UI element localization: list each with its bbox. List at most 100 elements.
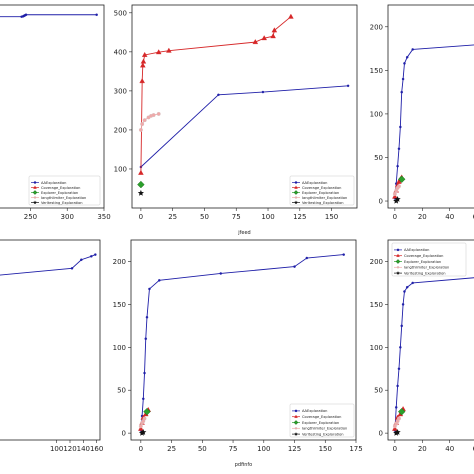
data-point <box>305 256 309 260</box>
y-tick-label: 200 <box>370 258 383 266</box>
data-point <box>392 425 398 431</box>
x-tick-label: 100 <box>261 213 274 221</box>
legend-entry: Coverage_Exploration <box>41 186 80 190</box>
x-tick-label: 60 <box>473 445 474 453</box>
series-Verltesting_Exploration <box>393 429 401 436</box>
legend-marker <box>294 414 298 418</box>
y-tick-label: 200 <box>113 258 126 266</box>
data-point <box>270 33 276 39</box>
legend-marker <box>396 271 400 275</box>
x-axis-label: jfeed <box>237 230 250 236</box>
data-point <box>94 253 97 256</box>
x-tick-label: 175 <box>349 445 362 453</box>
x-tick-label: 20 <box>418 445 427 453</box>
legend-marker <box>294 196 298 199</box>
series-Explorer_Exploration <box>398 175 406 183</box>
legend-entry: Iangthlimiter_Exploration <box>302 427 347 431</box>
x-tick-label: 350 <box>97 213 110 221</box>
data-point <box>396 384 399 388</box>
data-point <box>342 253 345 256</box>
x-tick-label: 50 <box>198 445 207 453</box>
x-tick-label: 0 <box>139 445 143 453</box>
x-tick-label: 0 <box>393 213 397 221</box>
x-tick-label: 160 <box>90 445 103 453</box>
data-point <box>139 78 145 84</box>
legend-entry: Explorer_Exploration <box>302 421 339 425</box>
legend-marker <box>396 266 400 269</box>
data-point <box>252 39 259 45</box>
legend-marker <box>33 196 37 199</box>
y-tick-label: 150 <box>370 67 383 75</box>
data-point <box>144 337 148 340</box>
y-tick-label: 100 <box>370 110 383 118</box>
x-tick-label: 25 <box>167 445 176 453</box>
y-tick-label: 100 <box>114 165 127 173</box>
data-point <box>151 113 156 118</box>
data-point <box>138 425 144 431</box>
y-tick-label: 150 <box>370 301 383 309</box>
legend: AAExplorationCoverage_ExplorationExplore… <box>28 175 101 206</box>
y-tick-label: 50 <box>374 387 383 395</box>
y-tick-label: 50 <box>117 387 126 395</box>
legend-marker <box>293 190 299 195</box>
data-point <box>398 175 406 183</box>
data-point <box>143 371 146 375</box>
data-point <box>217 93 220 97</box>
x-tick-label: 0 <box>139 213 143 221</box>
data-point <box>401 77 405 81</box>
x-tick-label: 120 <box>63 445 76 453</box>
axes-frame <box>387 4 474 209</box>
data-point <box>392 192 397 197</box>
x-tick-label: 125 <box>288 445 301 453</box>
y-tick-label: 500 <box>114 9 127 17</box>
y-tick-label: 0 <box>379 430 383 438</box>
data-point <box>397 416 401 421</box>
data-point <box>24 13 28 17</box>
data-point <box>142 397 145 401</box>
data-point <box>219 272 223 275</box>
data-point <box>400 324 403 328</box>
data-point <box>403 62 406 65</box>
x-axis-label: pdfinfo <box>235 462 253 468</box>
legend: AAExplorationCoverage_ExplorationExplore… <box>289 403 355 438</box>
data-point <box>90 255 93 258</box>
y-tick-label: 300 <box>114 87 127 95</box>
y-tick-label: 150 <box>113 301 126 309</box>
series-Iangthlimiter_Exploration <box>392 184 401 197</box>
data-point <box>137 180 145 189</box>
x-tick-label: 75 <box>232 213 241 221</box>
data-point <box>399 346 402 349</box>
legend-entry: Verltesting_Exploration <box>41 201 83 205</box>
x-tick-label: 20 <box>418 213 427 221</box>
data-point <box>397 367 401 371</box>
x-tick-label: 0 <box>393 445 397 453</box>
x-tick-label: 300 <box>61 213 74 221</box>
data-point <box>411 281 414 285</box>
y-tick-label: 50 <box>374 154 383 162</box>
legend-marker <box>395 259 401 264</box>
legend-marker <box>294 432 298 436</box>
series-AAExploration <box>393 277 474 432</box>
legend-entry: Verltesting_Exploration <box>302 201 344 205</box>
data-point <box>142 416 147 421</box>
series-line <box>140 85 349 168</box>
y-tick-label: 100 <box>370 344 383 352</box>
chart-panel-4: 100 120 140 160 <box>0 239 103 453</box>
y-tick-label: 200 <box>114 126 127 134</box>
x-tick-label: 150 <box>325 213 338 221</box>
data-point <box>140 62 146 68</box>
x-tick-label: 140 <box>77 445 90 453</box>
series-Verltesting_Exploration <box>393 196 401 204</box>
y-tick-label: 0 <box>379 198 383 206</box>
series-Iangthlimiter_Exploration <box>138 416 147 429</box>
axes-frame <box>0 4 105 209</box>
legend-marker <box>33 200 37 205</box>
axes-frame <box>0 239 101 441</box>
data-point <box>158 279 161 282</box>
chart-panel-2: 0 25 50 75 100 125 150 100 200 300 400 500 jfeed AAEx… <box>114 4 358 236</box>
data-point <box>271 27 278 33</box>
chart-panel-5: 0 25 50 75 100 125 150 175 0 50 100 150 200 pdfinfo AA… <box>113 239 363 468</box>
data-point <box>145 316 149 319</box>
legend-marker <box>294 427 298 430</box>
